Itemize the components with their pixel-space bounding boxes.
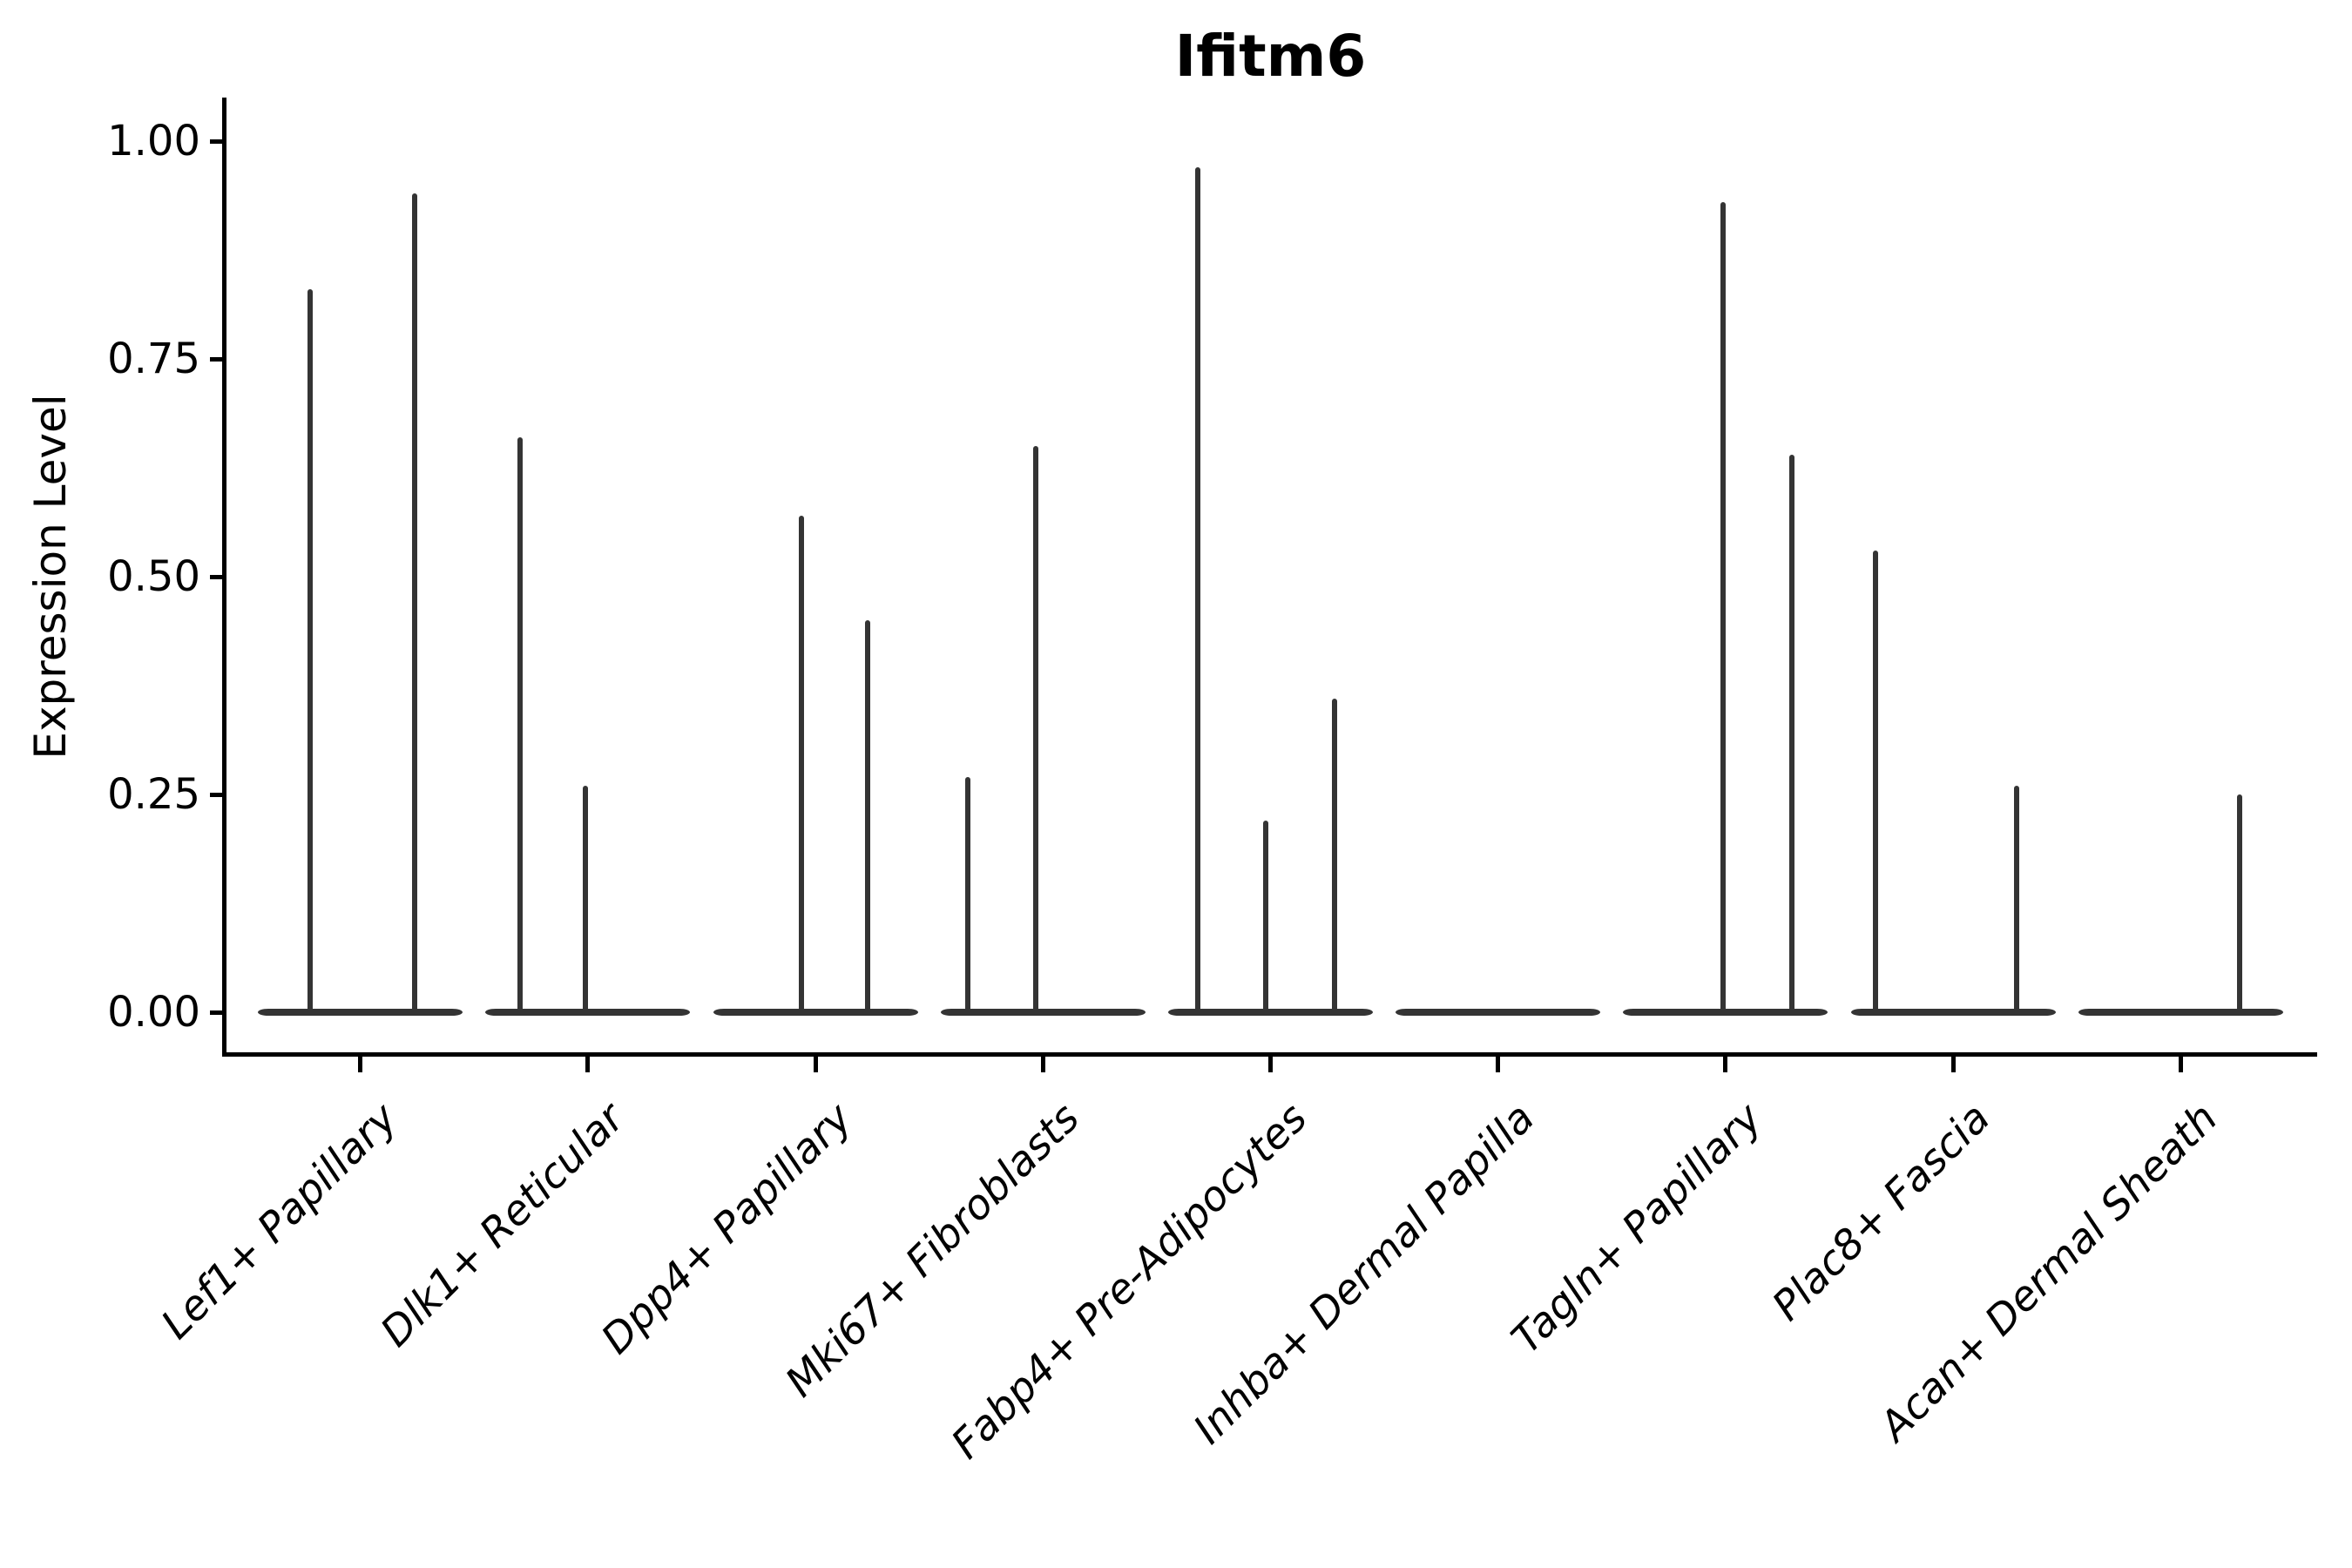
violin-spike [583, 786, 589, 1015]
violin-base [940, 1009, 1146, 1016]
violin-spike [412, 193, 418, 1015]
violin-spike [799, 516, 805, 1015]
violin-base [2078, 1009, 2283, 1016]
y-tick-label: 0.25 [107, 770, 200, 819]
x-tick-mark [1723, 1057, 1728, 1072]
violin-base [1168, 1009, 1374, 1016]
violin-spike [308, 289, 314, 1015]
x-tick-label: Dpp4+ Papillary [591, 1094, 862, 1364]
violin-spike [865, 620, 871, 1015]
x-tick-label: Plac8+ Fascia [1762, 1094, 2000, 1331]
x-tick-mark [585, 1057, 591, 1072]
violin-base [713, 1009, 918, 1016]
x-tick-mark [813, 1057, 818, 1072]
x-tick-label: Tagln+ Papillary [1503, 1094, 1772, 1363]
violin-spike [2237, 794, 2243, 1015]
y-tick-label: 0.75 [107, 335, 200, 383]
y-tick-label: 1.00 [107, 117, 200, 166]
y-tick-mark [210, 1010, 224, 1015]
y-tick-mark [210, 792, 224, 797]
x-tick-label: Lef1+ Papillary [152, 1094, 407, 1349]
x-tick-mark [1040, 1057, 1045, 1072]
x-tick-mark [2178, 1057, 2183, 1072]
y-axis-spine [222, 98, 226, 1057]
violin-spike [1194, 167, 1200, 1015]
x-axis-spine [222, 1052, 2317, 1057]
x-tick-mark [358, 1057, 363, 1072]
violin-spike [1331, 699, 1337, 1015]
violin-base [1396, 1009, 1601, 1016]
y-tick-mark [210, 356, 224, 362]
y-tick-mark [210, 139, 224, 144]
violin-spike [2014, 786, 2020, 1015]
x-tick-mark [1496, 1057, 1501, 1072]
violin-base [1850, 1009, 2056, 1016]
x-tick-mark [1268, 1057, 1274, 1072]
violin-base [258, 1009, 463, 1016]
y-tick-mark [210, 574, 224, 579]
violin-spike [1873, 551, 1879, 1015]
plot-title: Ifitm6 [1174, 23, 1367, 90]
violin-spike [1033, 446, 1039, 1015]
y-tick-label: 0.50 [107, 552, 200, 601]
x-tick-mark [1950, 1057, 1956, 1072]
violin-spike [517, 437, 523, 1015]
violin-spike [1720, 202, 1727, 1015]
violin-spike [965, 777, 971, 1015]
y-tick-label: 0.00 [107, 988, 200, 1037]
x-tick-label: Dlk1+ Reticular [371, 1094, 634, 1356]
violin-spike [1263, 821, 1269, 1015]
violin-spike [1788, 455, 1794, 1015]
